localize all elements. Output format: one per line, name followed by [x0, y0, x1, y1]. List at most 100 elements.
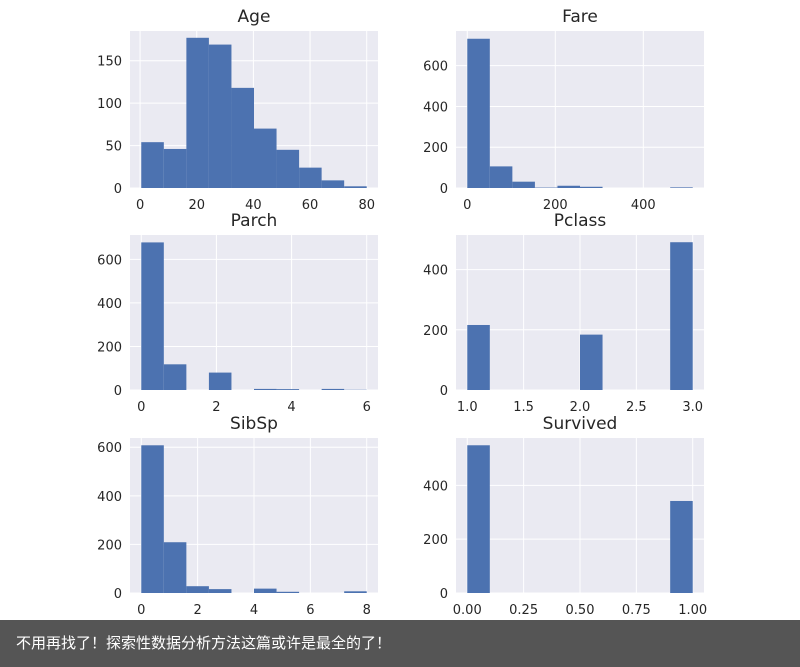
x-tick-label-pclass-2: 2.0	[570, 400, 591, 415]
y-tick-label-fare-0: 0	[440, 182, 448, 197]
y-tick-label-parch-0: 0	[114, 384, 122, 399]
bar-age-4	[231, 87, 254, 188]
x-tick-label-sibsp-2: 4	[250, 603, 258, 618]
x-tick-label-fare-2: 400	[631, 198, 656, 213]
panel-parch: Parch 0 2 4 6 0 200 400 600	[97, 211, 378, 415]
bar-pclass-5	[580, 334, 603, 390]
bar-fare-5	[580, 186, 603, 188]
y-tick-label-survived-0: 0	[440, 587, 448, 602]
bar-age-6	[276, 149, 300, 188]
x-tick-label-sibsp-0: 0	[137, 603, 145, 618]
panel-title-fare: Fare	[562, 7, 598, 27]
y-tick-label-age-1: 50	[105, 140, 122, 155]
y-tick-label-age-0: 0	[114, 182, 122, 197]
x-tick-label-parch-2: 4	[287, 400, 295, 415]
panel-sibsp: SibSp 0 2 4 6 8 0 200 400 600	[97, 414, 378, 618]
y-tick-label-pclass-2: 400	[423, 264, 448, 279]
y-tick-label-fare-3: 600	[423, 60, 448, 75]
panel-title-parch: Parch	[231, 211, 278, 231]
y-tick-label-sibsp-2: 400	[97, 490, 122, 505]
x-tick-label-pclass-1: 1.5	[513, 400, 534, 415]
bar-age-8	[321, 180, 345, 188]
panel-survived: Survived 0.00 0.25 0.50 0.75 1.00 0 200 400	[423, 414, 707, 618]
panel-title-survived: Survived	[543, 414, 618, 434]
bar-pclass-0	[467, 324, 490, 390]
x-tick-label-fare-1: 200	[543, 198, 568, 213]
bar-fare-1	[489, 166, 513, 188]
x-tick-label-age-2: 40	[245, 198, 262, 213]
panel-title-pclass: Pclass	[554, 211, 607, 231]
bar-age-5	[254, 128, 277, 188]
bar-survived-9	[670, 500, 693, 593]
x-tick-label-sibsp-3: 6	[306, 603, 314, 618]
x-tick-label-sibsp-4: 8	[363, 603, 371, 618]
bar-age-1	[163, 148, 187, 188]
bar-fare-9	[670, 187, 693, 188]
bar-sibsp-1	[163, 542, 187, 593]
x-tick-label-pclass-3: 2.5	[626, 400, 647, 415]
x-tick-label-pclass-0: 1.0	[457, 400, 478, 415]
bar-parch-1	[163, 364, 187, 390]
bar-parch-0	[141, 242, 164, 390]
plot-area-fare	[456, 31, 704, 188]
x-tick-label-age-1: 20	[188, 198, 205, 213]
bar-sibsp-2	[186, 586, 209, 593]
panel-age: Age 0 20 40 60 80 0 50 100 150	[97, 7, 378, 213]
bar-parch-3	[208, 372, 232, 390]
x-tick-label-age-4: 80	[358, 198, 375, 213]
x-tick-label-survived-3: 0.75	[622, 603, 651, 618]
x-tick-label-parch-1: 2	[212, 400, 220, 415]
bar-fare-2	[512, 181, 535, 188]
bar-sibsp-3	[208, 589, 232, 593]
panel-fare: Fare 0 200 400 0 200 400 600	[423, 7, 704, 213]
bar-survived-0	[467, 445, 490, 593]
bar-age-7	[299, 167, 322, 188]
x-tick-label-survived-0: 0.00	[453, 603, 482, 618]
x-tick-label-survived-4: 1.00	[678, 603, 707, 618]
plot-area-parch	[130, 235, 378, 390]
panel-pclass: Pclass 1.0 1.5 2.0 2.5 3.0 0 200 400	[423, 211, 704, 415]
y-tick-label-age-3: 150	[97, 55, 122, 70]
caption-bar: 不用再找了！探索性数据分析方法这篇或许是最全的了！	[0, 620, 800, 667]
bar-pclass-9	[670, 242, 693, 390]
x-tick-label-parch-0: 0	[137, 400, 145, 415]
x-tick-label-parch-3: 6	[363, 400, 371, 415]
bar-age-0	[141, 142, 164, 188]
y-tick-label-pclass-1: 200	[423, 324, 448, 339]
x-tick-label-sibsp-1: 2	[193, 603, 201, 618]
x-tick-label-survived-2: 0.50	[566, 603, 595, 618]
bar-age-9	[344, 186, 367, 188]
y-tick-label-fare-1: 200	[423, 141, 448, 156]
bar-sibsp-5	[254, 588, 277, 593]
y-tick-label-sibsp-0: 0	[114, 587, 122, 602]
bar-sibsp-9	[344, 591, 367, 593]
y-tick-label-sibsp-3: 600	[97, 441, 122, 456]
bar-parch-8	[321, 388, 345, 390]
bar-parch-5	[254, 388, 277, 390]
bar-age-2	[186, 37, 209, 189]
bar-sibsp-0	[141, 445, 164, 593]
y-tick-label-survived-2: 400	[423, 479, 448, 494]
x-tick-label-age-0: 0	[136, 198, 144, 213]
x-tick-label-survived-1: 0.25	[509, 603, 538, 618]
x-tick-label-pclass-4: 3.0	[682, 400, 703, 415]
y-tick-label-pclass-0: 0	[440, 384, 448, 399]
bar-parch-6	[276, 389, 300, 390]
caption-text: 不用再找了！探索性数据分析方法这篇或许是最全的了！	[16, 634, 392, 652]
y-tick-label-survived-1: 200	[423, 533, 448, 548]
panel-title-age: Age	[238, 7, 271, 27]
y-tick-label-parch-1: 200	[97, 340, 122, 355]
bar-sibsp-6	[276, 591, 300, 593]
x-tick-label-fare-0: 0	[463, 198, 471, 213]
y-tick-label-parch-3: 600	[97, 253, 122, 268]
bar-age-3	[208, 44, 232, 189]
y-tick-label-parch-2: 400	[97, 297, 122, 312]
bar-fare-4	[557, 185, 581, 188]
bar-fare-0	[467, 38, 490, 189]
y-tick-label-fare-2: 400	[423, 100, 448, 115]
x-tick-label-age-3: 60	[302, 198, 319, 213]
y-tick-label-age-2: 100	[97, 97, 122, 112]
y-tick-label-sibsp-1: 200	[97, 538, 122, 553]
panel-title-sibsp: SibSp	[230, 414, 278, 434]
